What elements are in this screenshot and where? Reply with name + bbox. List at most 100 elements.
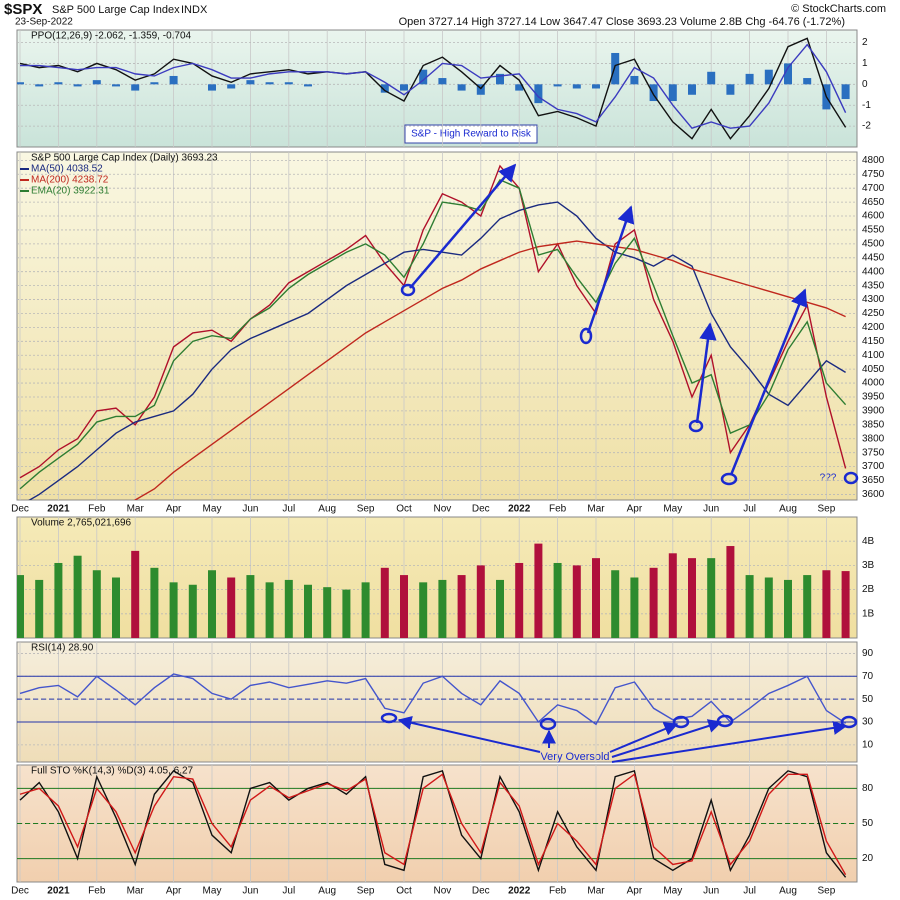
y-tick-label: 4800 (862, 155, 885, 166)
x-tick-label: Sep (357, 504, 375, 515)
index-name: S&P 500 Large Cap Index (52, 4, 180, 16)
x-tick-label: Feb (88, 886, 106, 897)
bar (476, 84, 485, 95)
bar (419, 582, 428, 638)
bar (457, 84, 466, 91)
bar (592, 558, 600, 638)
bar (227, 84, 236, 89)
bar (17, 82, 24, 85)
series-line (19, 773, 847, 876)
y-tick-label: 10 (862, 739, 874, 750)
bar (265, 82, 274, 85)
bar (784, 579, 792, 638)
x-tick-label: Jun (703, 504, 719, 515)
bar (54, 562, 63, 638)
bar (630, 577, 639, 638)
series-line (19, 37, 847, 140)
x-tick-label: Jul (282, 504, 295, 515)
y-tick-label: 1B (862, 608, 875, 619)
y-tick-label: 4650 (862, 197, 885, 208)
bar (592, 84, 600, 89)
y-tick-label: 3600 (862, 489, 885, 500)
bar (400, 575, 408, 638)
x-tick-label: Jun (703, 886, 719, 897)
bar (188, 584, 197, 638)
bar (688, 558, 696, 638)
series-line (19, 769, 847, 878)
series-line (19, 178, 847, 490)
bar (572, 84, 581, 89)
bar (764, 69, 773, 85)
x-tick-label: May (203, 504, 222, 515)
x-tick-label: 2021 (47, 886, 70, 897)
x-tick-label: Nov (434, 504, 452, 515)
y-tick-label: 80 (862, 783, 874, 794)
x-tick-label: Apr (166, 886, 182, 897)
panel-title: RSI(14) 28.90 (31, 643, 94, 654)
bar (496, 73, 504, 85)
x-tick-label: Sep (818, 504, 836, 515)
bar (707, 71, 716, 85)
y-tick-label: 4500 (862, 239, 885, 250)
bar (438, 579, 447, 638)
y-tick-label: 30 (862, 717, 874, 728)
bar (150, 82, 159, 85)
bar (131, 84, 140, 91)
bar (515, 84, 524, 91)
x-tick-label: Feb (88, 504, 106, 515)
bar (246, 575, 255, 638)
y-tick-label: 4450 (862, 252, 885, 263)
bar (131, 550, 140, 638)
bar (284, 579, 293, 638)
y-tick-label: 2 (862, 37, 868, 48)
bar (208, 84, 216, 91)
x-tick-label: Oct (396, 504, 412, 515)
annotation: ??? (820, 473, 837, 484)
x-tick-label: Jul (743, 886, 756, 897)
bar (265, 582, 274, 638)
x-tick-label: Jun (242, 504, 258, 515)
bar (726, 546, 735, 638)
bar (745, 575, 754, 638)
bar (822, 570, 831, 638)
bar (92, 80, 101, 85)
date: 23-Sep-2022 (15, 17, 73, 28)
x-tick-label: 2022 (508, 504, 531, 515)
y-tick-label: 3800 (862, 433, 885, 444)
bar (92, 570, 101, 638)
plot-area (17, 765, 857, 882)
x-tick-label: Aug (779, 886, 797, 897)
exchange: INDX (181, 4, 208, 16)
annotation: S&P - High Reward to Risk (411, 129, 532, 140)
y-tick-label: -1 (862, 100, 871, 111)
series-line (28, 201, 846, 500)
x-tick-label: Jul (743, 504, 756, 515)
bar (35, 84, 44, 87)
bar (304, 584, 312, 638)
x-tick-label: Dec (11, 886, 29, 897)
y-tick-label: 4700 (862, 183, 885, 194)
legend-entry: MA(50) 4038.52 (31, 164, 103, 175)
bar (342, 589, 351, 638)
bar (803, 575, 812, 638)
x-tick-label: 2022 (508, 886, 531, 897)
y-tick-label: 50 (862, 694, 874, 705)
y-tick-label: 4150 (862, 336, 885, 347)
bar (400, 84, 408, 91)
x-tick-label: Aug (779, 504, 797, 515)
bar (611, 52, 620, 85)
bar (707, 558, 716, 638)
panel-backgrounds (16, 29, 858, 883)
bar (784, 63, 792, 85)
bar (112, 577, 120, 638)
panel-title: Full STO %K(14,3) %D(3) 4.05, 6.27 (31, 766, 194, 777)
bar (668, 84, 677, 102)
y-tick-label: 3750 (862, 447, 885, 458)
y-tick-label: 90 (862, 648, 874, 659)
bar (361, 582, 370, 638)
x-tick-label: Dec (472, 886, 490, 897)
series-line (133, 240, 846, 500)
series-line (20, 43, 847, 130)
bar (73, 84, 82, 87)
watermark: © StockCharts.com (791, 3, 886, 15)
